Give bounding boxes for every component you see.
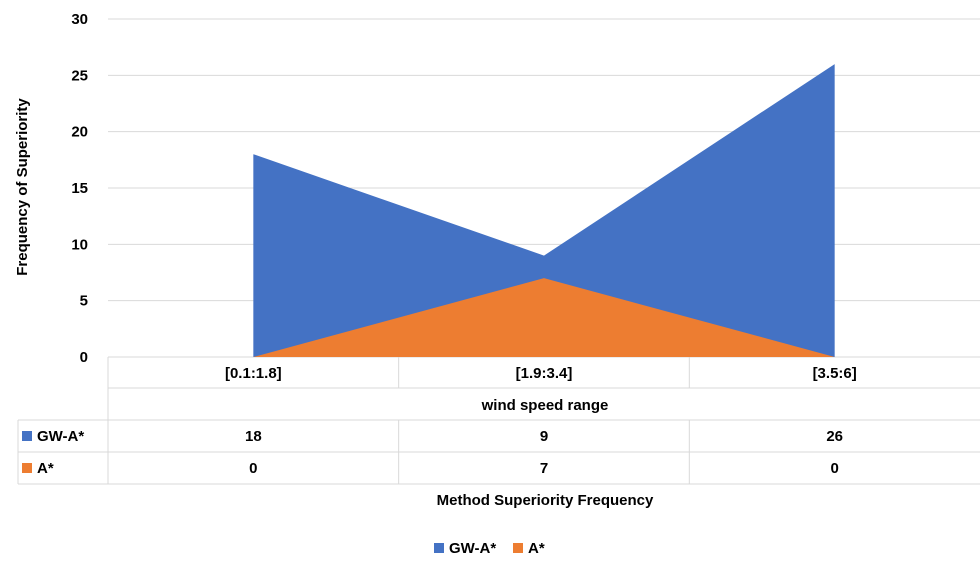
table-cell-value: 0: [249, 460, 257, 477]
legend-key: [434, 543, 444, 553]
data-table-title: Method Superiority Frequency: [437, 492, 654, 509]
x-axis-label: wind speed range: [481, 397, 609, 414]
y-tick-label: 20: [71, 124, 88, 141]
y-tick-label: 0: [80, 349, 88, 366]
table-legend-key: [22, 431, 32, 441]
legend-label: A*: [528, 540, 545, 557]
y-tick-label: 5: [80, 293, 88, 310]
y-axis-ticks: 0 5 10 15 20 25 30: [71, 11, 88, 366]
table-series-name: GW-A*: [37, 428, 84, 445]
table-cell-value: 18: [245, 428, 262, 445]
table-cell-value: 0: [830, 460, 838, 477]
y-tick-label: 30: [71, 11, 88, 28]
x-category-label: [3.5:6]: [813, 365, 857, 382]
table-cell-value: 9: [540, 428, 548, 445]
legend: GW-A* A*: [434, 540, 545, 557]
series-area-1: [253, 64, 835, 358]
series-area-2: [253, 278, 835, 357]
table-cell-value: 26: [826, 428, 843, 445]
legend-label: GW-A*: [449, 540, 496, 557]
table-legend-key: [22, 463, 32, 473]
series-areas: [253, 64, 835, 358]
x-category-label: [0.1:1.8]: [225, 365, 282, 382]
legend-key: [513, 543, 523, 553]
y-axis-label: Frequency of Superiority: [14, 98, 31, 276]
data-table: [0.1:1.8] [1.9:3.4] [3.5:6] GW-A* 18 9 26 A* 0 7 0: [17, 357, 980, 485]
table-cell-value: 7: [540, 460, 548, 477]
y-tick-label: 25: [71, 67, 88, 84]
x-category-label: [1.9:3.4]: [516, 365, 573, 382]
table-series-name: A*: [37, 460, 54, 477]
y-tick-label: 10: [71, 236, 88, 253]
y-tick-label: 15: [71, 180, 88, 197]
